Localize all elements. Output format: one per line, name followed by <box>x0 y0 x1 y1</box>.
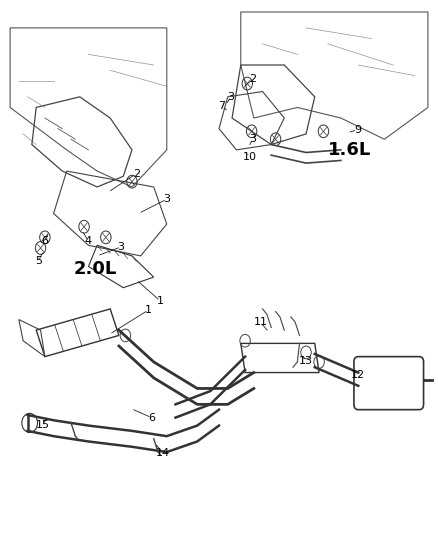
Text: 9: 9 <box>354 125 361 135</box>
Text: 11: 11 <box>253 317 267 327</box>
Text: 2: 2 <box>133 169 140 179</box>
Text: 3: 3 <box>117 242 124 252</box>
Text: 3: 3 <box>249 134 256 144</box>
Text: 7: 7 <box>219 101 226 111</box>
Text: 5: 5 <box>35 256 42 266</box>
Text: 4: 4 <box>85 236 92 246</box>
Text: 1.6L: 1.6L <box>328 141 371 159</box>
Text: 15: 15 <box>36 419 50 430</box>
Text: 13: 13 <box>299 356 313 366</box>
Text: 14: 14 <box>156 448 170 458</box>
Text: 6: 6 <box>148 413 155 423</box>
Text: 3: 3 <box>228 92 235 102</box>
Text: 10: 10 <box>243 152 257 161</box>
Text: 3: 3 <box>163 194 170 204</box>
Text: 1: 1 <box>145 305 152 315</box>
Text: 1: 1 <box>157 296 164 306</box>
Text: 6: 6 <box>42 236 49 246</box>
Text: 12: 12 <box>351 370 365 380</box>
Text: 2.0L: 2.0L <box>73 260 117 278</box>
Text: 2: 2 <box>249 74 257 84</box>
